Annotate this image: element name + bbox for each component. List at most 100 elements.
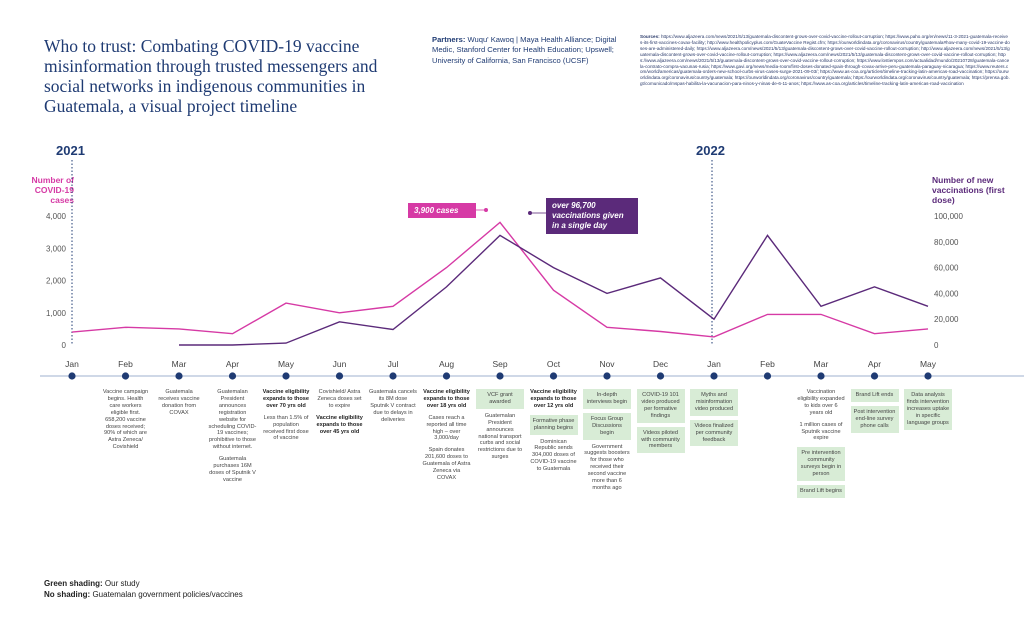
policy-event: 1 million cases of Sputnik vaccine expir… [799, 421, 843, 442]
month-dot [335, 372, 344, 380]
study-event: Videos piloted with community members [636, 426, 685, 454]
month-dot [817, 372, 825, 380]
policy-event: Covishield/ Astra Zeneca doses set to ex… [317, 389, 362, 409]
month-label: Oct [546, 359, 561, 369]
month-dot [603, 372, 611, 380]
event-column: Vaccination eligibility expanded to kids… [797, 389, 845, 502]
policy-event: Spain donates 201,600 doses to Guatemala… [422, 447, 471, 481]
left-axis-tick: 3,000 [46, 244, 67, 253]
eligibility-event: Vaccine eligibility expands to those ove… [316, 414, 363, 435]
study-event: Data analysis finds intervention increas… [904, 389, 952, 430]
month-dot [763, 372, 772, 380]
study-event: Formative phase planning begins [529, 414, 578, 435]
month-dot [710, 372, 718, 380]
month-dot [228, 372, 237, 380]
event-column: Vaccine eligibility expands to those ove… [529, 389, 578, 478]
study-event: Videos finalized per community feedback [690, 419, 738, 447]
cases-peak-callout: 3,900 cases [408, 203, 476, 218]
event-column: Data analysis finds intervention increas… [904, 389, 952, 434]
event-column: In-depth interviews begin Focus Group Dis… [583, 389, 631, 497]
left-axis-tick: 1,000 [46, 309, 67, 318]
month-dot [656, 372, 665, 380]
policy-event: Guatemalan President announces registrat… [208, 389, 257, 451]
policy-event: Less than 1.5% of population received fi… [263, 414, 309, 442]
study-event: Brand Lift ends [850, 389, 899, 402]
vaccination-callout-dot [528, 211, 532, 215]
right-axis-tick: 100,000 [934, 212, 963, 221]
legend-none-text: Guatemalan government policies/vaccines [92, 590, 243, 599]
event-column: Guatemala cancels its 8M dose Sputnik V … [369, 389, 417, 429]
legend-green-label: Green shading: [44, 579, 103, 588]
month-label: May [277, 359, 295, 369]
right-axis-tick: 80,000 [934, 238, 959, 247]
study-event: Brand Lift begins [797, 484, 845, 498]
study-event: Focus Group Discussions begin [583, 412, 631, 440]
policy-event: Guatemalan President announces national … [477, 412, 523, 461]
eligibility-event: Vaccine eligibility expands to those ove… [423, 389, 470, 409]
vaccinations-line [179, 234, 929, 346]
month-dot [924, 372, 932, 380]
month-label: Feb [760, 359, 775, 369]
legend: Green shading: Our study No shading: Gua… [44, 578, 243, 600]
study-event: VCF grant awarded [476, 389, 524, 409]
right-axis-tick: 40,000 [934, 289, 959, 298]
month-label: Dec [652, 359, 669, 369]
month-label: Jun [332, 359, 347, 369]
policy-event: Guatemala receives vaccine donation from… [158, 389, 200, 416]
policy-event: Guatemala purchases 16M doses of Sputnik… [209, 456, 256, 483]
month-label: Jan [707, 359, 721, 369]
left-axis-tick: 4,000 [46, 212, 67, 221]
month-label: Mar [171, 359, 187, 369]
left-axis-tick: 2,000 [46, 277, 67, 286]
policy-event: Dominican Republic sends 304,000 doses o… [530, 438, 577, 473]
month-label: Feb [118, 359, 133, 369]
month-label: Sep [492, 359, 508, 369]
eligibility-event: Vaccine eligibility expands to those ove… [530, 389, 577, 409]
event-column: Myths and misinformation video produced V… [690, 389, 738, 450]
event-column: COVID-19 101 video produced per formativ… [636, 389, 685, 457]
month-dot [175, 372, 183, 380]
year-label-end: 2022 [696, 143, 725, 158]
event-column: Brand Lift ends Post intervention end-lin… [850, 389, 899, 437]
timeline-chart: 0 1,000 2,000 3,000 4,000 0 20,000 40,000 60,00… [40, 160, 1024, 380]
left-axis-title: Number of COVID-19 cases [31, 175, 75, 205]
right-axis-title: Number of new vaccinations (first dose) [932, 175, 1005, 205]
event-column: Covishield/ Astra Zeneca doses set to ex… [316, 389, 364, 440]
legend-green-text: Our study [104, 579, 140, 588]
month-dot [442, 372, 451, 380]
month-label: May [919, 359, 937, 369]
policy-event: Cases reach a reported all time high – o… [426, 414, 467, 442]
sources-list: https://www.aljazeera.com/news/2021/5/13… [640, 34, 1010, 87]
event-column: Guatemala receives vaccine donation from… [155, 389, 203, 422]
month-label: Aug [438, 359, 455, 369]
right-axis-tick: 0 [934, 341, 939, 350]
legend-green: Green shading: Our study [44, 578, 243, 589]
right-axis-tick: 60,000 [934, 264, 959, 273]
study-event: In-depth interviews begin [583, 389, 631, 409]
month-label: Nov [599, 359, 615, 369]
event-column: Vaccine eligibility expands to those ove… [262, 389, 310, 447]
month-label: Apr [867, 359, 882, 369]
study-event: Post intervention end-line survey phone … [850, 405, 899, 433]
event-column: Vaccine campaign begins. Health care wor… [102, 389, 150, 456]
legend-none-label: No shading: [44, 590, 91, 599]
policy-event: Vaccine campaign begins. Health care wor… [102, 389, 149, 451]
month-label: Mar [813, 359, 829, 369]
sources-label: Sources: [640, 34, 660, 39]
month-dot [549, 372, 558, 380]
study-event: Myths and misinformation video produced [690, 389, 738, 416]
legend-none: No shading: Guatemalan government polici… [44, 589, 243, 600]
study-event: Pre intervention community surveys begin… [797, 447, 845, 481]
page-title: Who to trust: Combating COVID-19 vaccine… [44, 36, 378, 116]
month-dot [389, 372, 397, 380]
right-axis-tick: 20,000 [934, 315, 959, 324]
policy-event: Government suggests boosters for those w… [584, 443, 630, 491]
month-dot [68, 372, 76, 380]
event-column: Vaccine eligibility expands to those ove… [423, 389, 471, 487]
year-label-start: 2021 [56, 143, 85, 158]
month-label: Jan [65, 359, 79, 369]
month-dot [121, 372, 130, 380]
policy-event: Vaccination eligibility expanded to kids… [797, 389, 845, 416]
eligibility-event: Vaccine eligibility expands to those ove… [262, 389, 310, 409]
month-dot [282, 372, 290, 380]
